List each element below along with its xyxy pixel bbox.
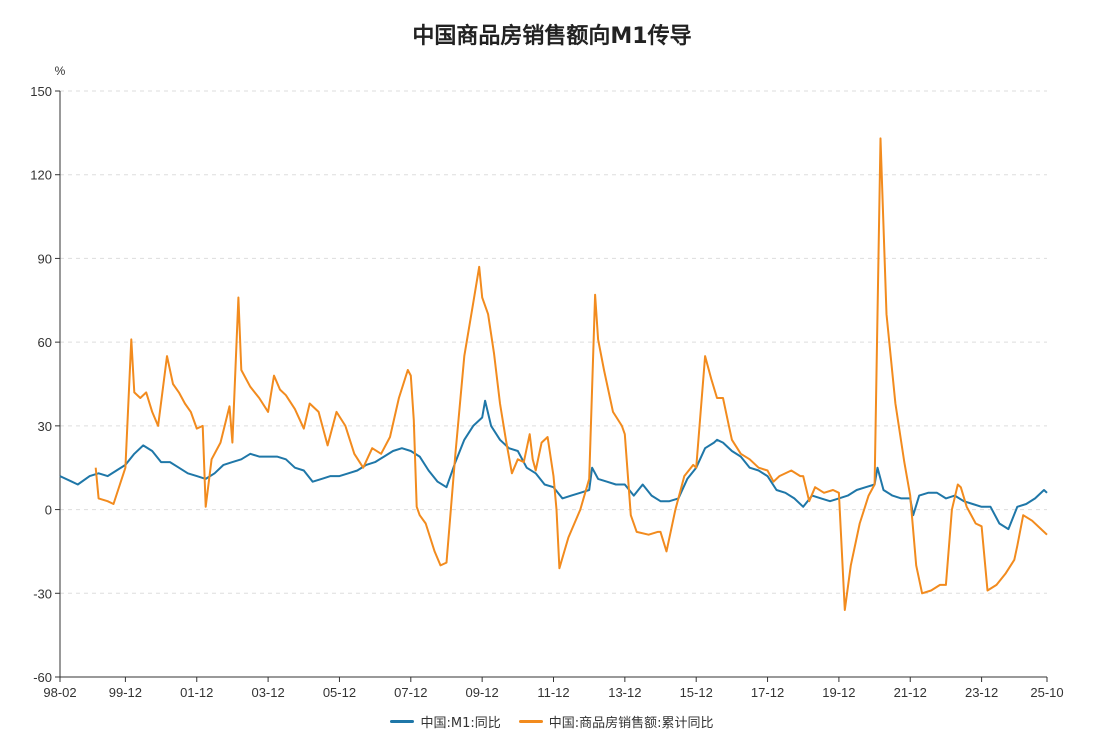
x-tick-label: 21-12 bbox=[894, 685, 927, 700]
y-axis-unit: % bbox=[55, 64, 66, 78]
y-tick-label: 0 bbox=[45, 503, 52, 518]
series-line-1 bbox=[94, 137, 1048, 611]
x-tick-label: 19-12 bbox=[822, 685, 855, 700]
y-tick-label: -30 bbox=[33, 586, 52, 601]
x-tick-label: 15-12 bbox=[680, 685, 713, 700]
x-tick-label: 98-02 bbox=[43, 685, 76, 700]
x-tick-label: 01-12 bbox=[180, 685, 213, 700]
x-tick-label: 25-10 bbox=[1030, 685, 1063, 700]
legend-swatch-m1 bbox=[390, 720, 415, 723]
legend-label-sales: 中国:商品房销售额:累计同比 bbox=[548, 716, 714, 731]
chart-title: 中国商品房销售额向M1传导 bbox=[412, 24, 692, 49]
legend-label-m1: 中国:M1:同比 bbox=[420, 716, 501, 731]
legend-swatch-sales bbox=[518, 720, 543, 723]
x-tick-label: 03-12 bbox=[251, 685, 284, 700]
x-tick-label: 09-12 bbox=[466, 685, 499, 700]
x-tick-label: 23-12 bbox=[965, 685, 998, 700]
grid-layer bbox=[60, 90, 1047, 594]
x-tick-label: 99-12 bbox=[109, 685, 142, 700]
y-tick-label: 90 bbox=[38, 251, 52, 266]
x-tick-label: 17-12 bbox=[751, 685, 784, 700]
legend-item-m1[interactable]: 中国:M1:同比 bbox=[390, 712, 501, 731]
x-tick-label: 07-12 bbox=[394, 685, 427, 700]
x-tick-label: 13-12 bbox=[608, 685, 641, 700]
y-tick-label: 30 bbox=[38, 419, 52, 434]
series-layer bbox=[59, 137, 1048, 611]
y-tick-label: -60 bbox=[33, 670, 52, 685]
legend-item-sales[interactable]: 中国:商品房销售额:累计同比 bbox=[518, 712, 714, 731]
x-tick-label: 05-12 bbox=[323, 685, 356, 700]
y-tick-label: 60 bbox=[38, 335, 52, 350]
legend: 中国:M1:同比 中国:商品房销售额:累计同比 bbox=[0, 712, 1104, 731]
x-tick-label: 11-12 bbox=[537, 685, 569, 700]
y-tick-label: 150 bbox=[30, 84, 52, 99]
y-tick-label: 120 bbox=[30, 168, 52, 183]
series-line-0 bbox=[59, 399, 1048, 531]
